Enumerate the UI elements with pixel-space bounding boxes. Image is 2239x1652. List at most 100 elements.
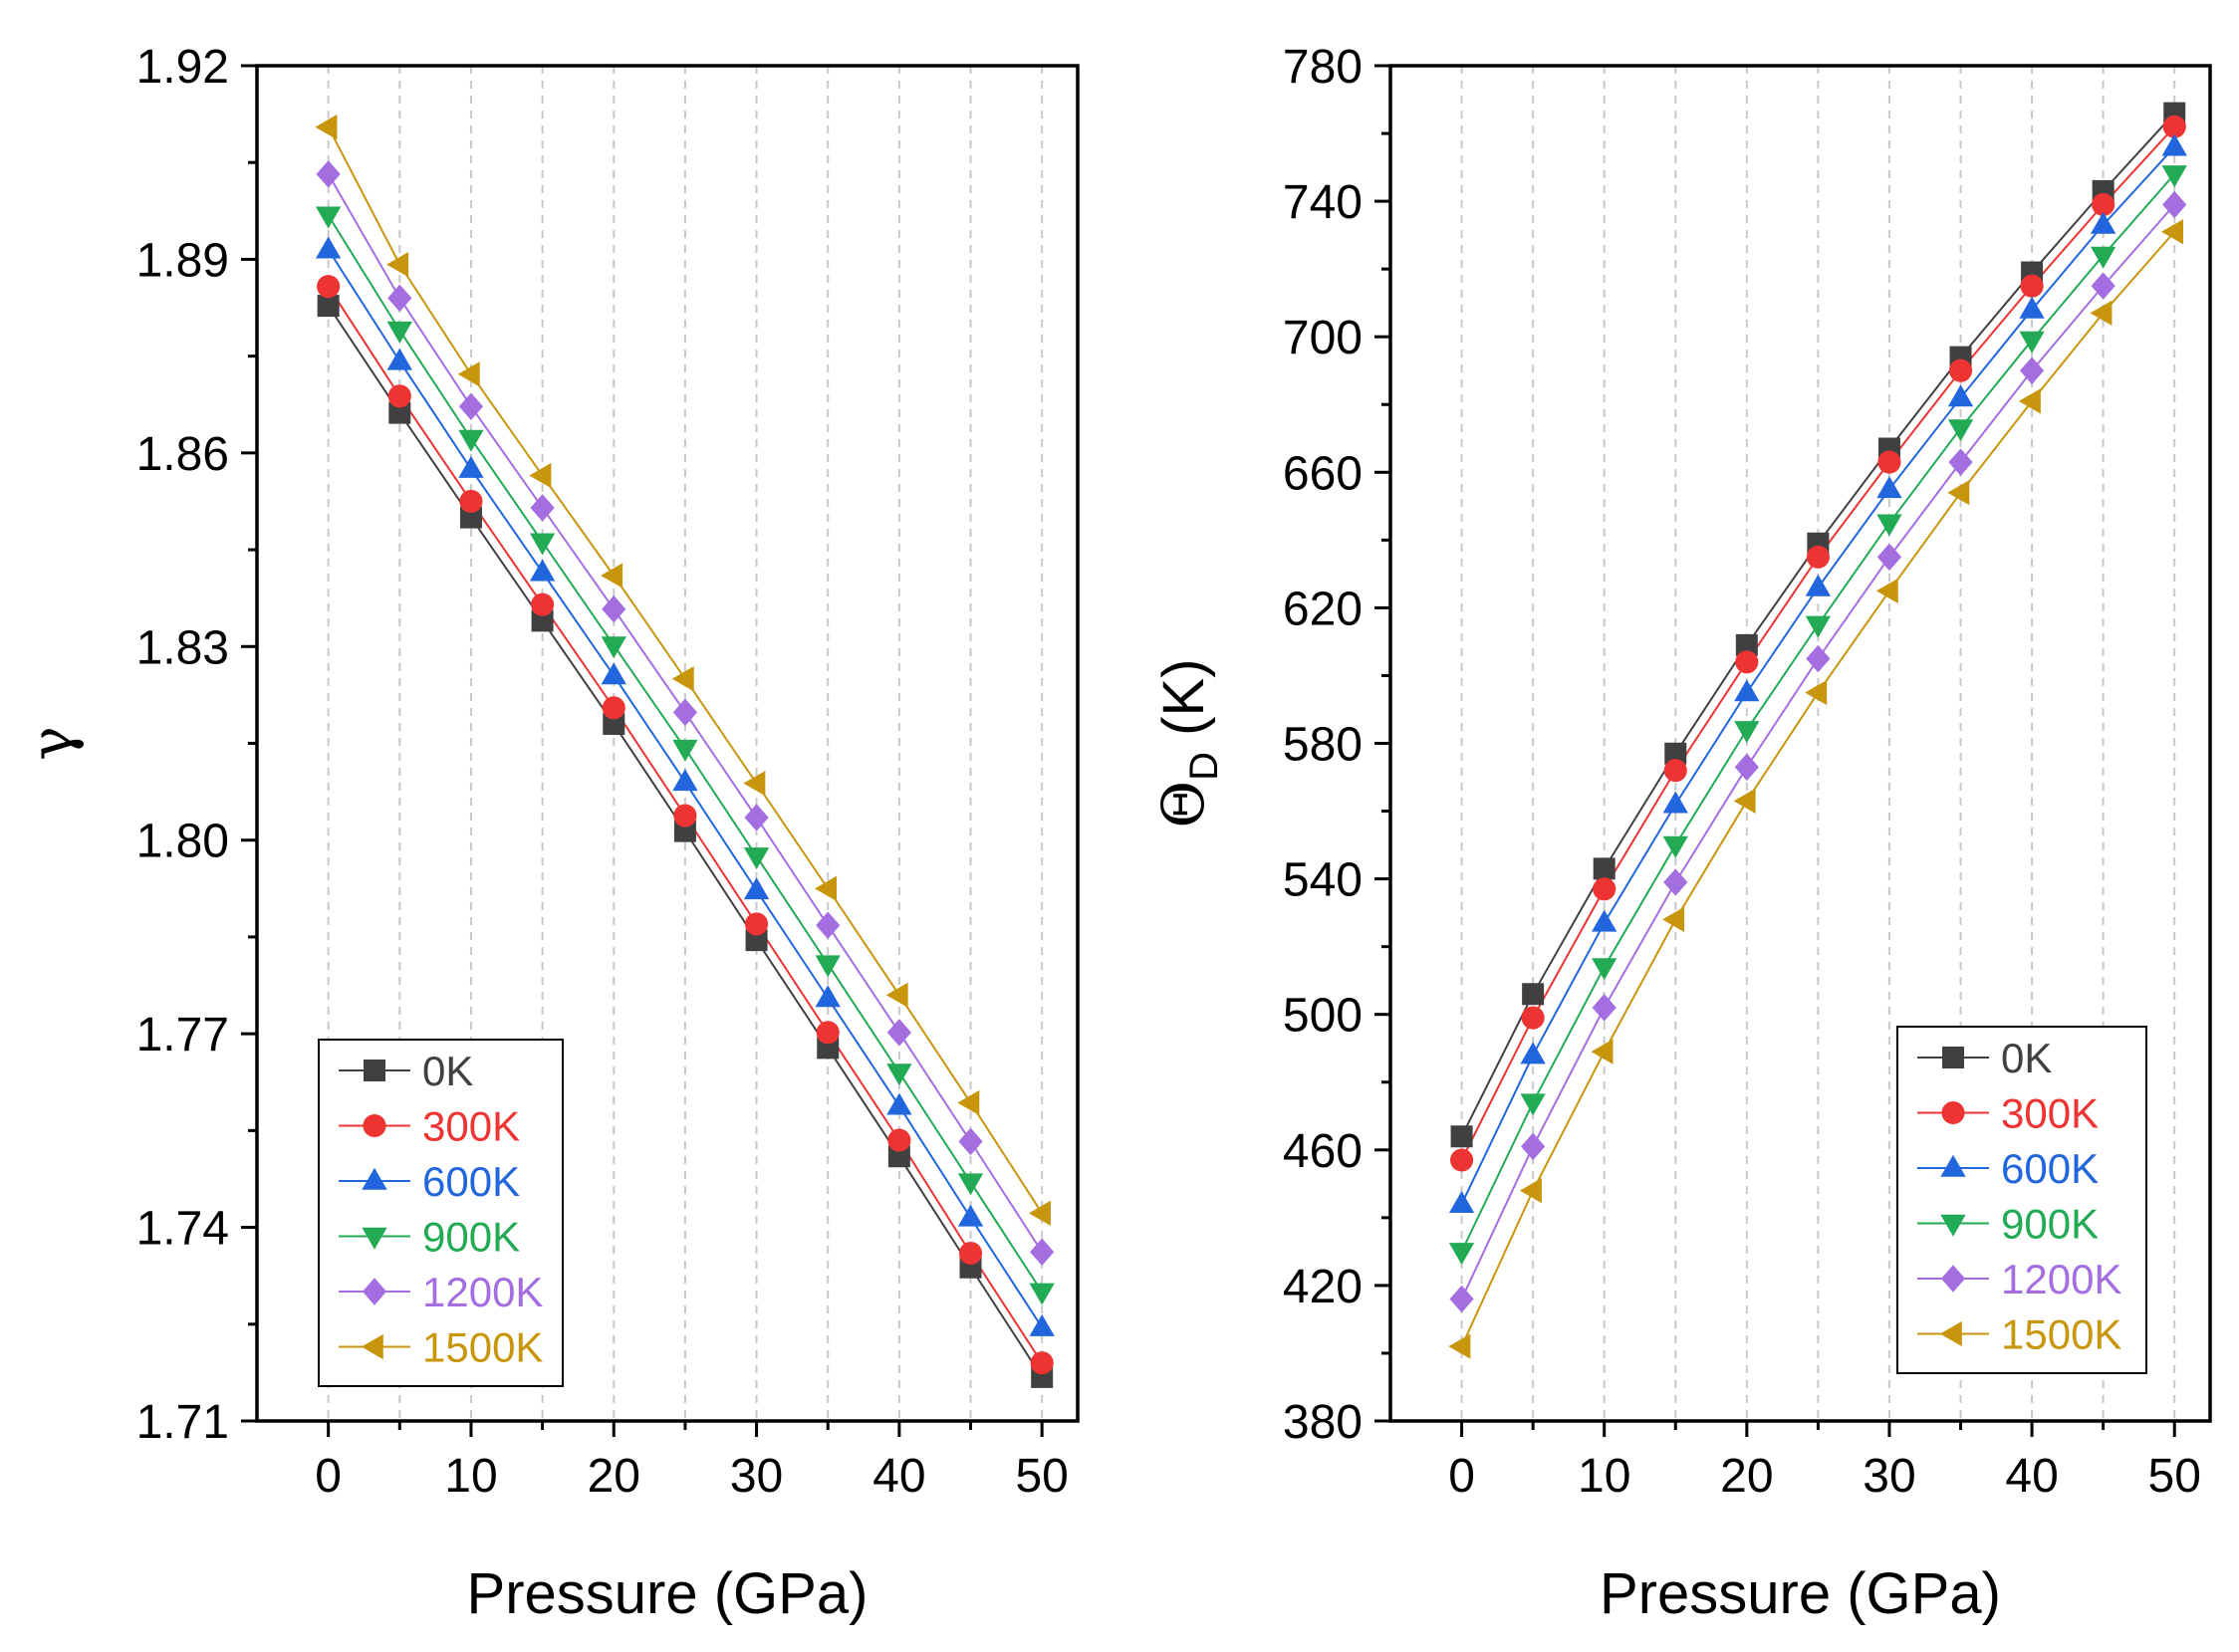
data-point-300K: [2092, 192, 2115, 217]
data-point-0K: [1522, 983, 1545, 1006]
data-point-0K: [388, 401, 411, 424]
data-point-1200K: [1663, 868, 1688, 896]
y-tick-label: 380: [1283, 1396, 1363, 1449]
legend-label: 0K: [422, 1048, 473, 1094]
data-point-600K: [386, 348, 412, 370]
data-point-1200K: [1876, 543, 1902, 572]
data-point-1200K: [458, 392, 484, 420]
y-axis-title-subscript: D: [1182, 752, 1226, 781]
legend-marker-600K: [362, 1167, 387, 1190]
legend-label: 900K: [2001, 1201, 2099, 1248]
y-tick-label: 460: [1283, 1125, 1363, 1178]
y-tick-label: 1.80: [136, 816, 229, 868]
data-point-1200K: [1734, 753, 1759, 782]
data-point-900K: [458, 429, 484, 452]
data-point-300K: [1450, 1148, 1474, 1172]
data-point-300K: [816, 1021, 840, 1045]
legend-marker-900K: [362, 1227, 387, 1250]
debye-temperature-chart-panel: 0 10 20 30 40 50 380 420 460 500 540 580 620 660 700 74…: [1149, 41, 2212, 1626]
data-point-600K: [1592, 909, 1617, 932]
x-tick-label: 40: [2005, 1450, 2058, 1503]
y-tick-label: 1.71: [136, 1396, 229, 1449]
x-tick-label: 0: [1448, 1450, 1475, 1503]
data-point-1200K: [387, 284, 412, 313]
data-point-1500K: [386, 251, 409, 278]
data-point-600K: [1029, 1313, 1055, 1336]
data-point-300K: [602, 696, 625, 720]
y-tick-label: 1.89: [136, 234, 229, 287]
data-point-1500K: [743, 771, 766, 797]
legend-label: 300K: [2001, 1090, 2099, 1137]
gamma-chart-panel: 0 10 20 30 40 50 1.71 1.74 1.77 1.80 1.83 1.86 1.89 1…: [18, 41, 1080, 1626]
data-point-300K: [2020, 274, 2044, 298]
x-tick-label: 20: [1720, 1450, 1773, 1503]
y-tick-label: 420: [1283, 1261, 1363, 1313]
data-point-900K: [743, 847, 770, 870]
y-tick-label: 1.74: [136, 1203, 229, 1256]
data-point-900K: [386, 321, 412, 344]
data-point-900K: [2019, 331, 2045, 354]
data-point-1200K: [672, 698, 698, 727]
data-point-300K: [673, 804, 697, 827]
legend-label: 600K: [422, 1158, 520, 1205]
legend-box: [1896, 1026, 2147, 1374]
data-point-900K: [2091, 246, 2116, 269]
data-point-300K: [317, 275, 341, 299]
y-tick-label: 620: [1283, 583, 1363, 635]
x-axis-title: Pressure (GPa): [1600, 1561, 2001, 1626]
data-point-1500K: [601, 563, 623, 589]
data-point-600K: [1947, 384, 1974, 407]
data-point-1200K: [602, 594, 626, 623]
x-tick-label: 30: [730, 1450, 783, 1503]
x-tick-label: 30: [1863, 1450, 1915, 1503]
data-point-0K: [1593, 857, 1616, 880]
data-point-900K: [1947, 419, 1974, 442]
data-point-1500K: [1662, 906, 1685, 933]
data-point-300K: [1948, 358, 1973, 382]
data-point-1200K: [2019, 356, 2045, 384]
legend-label: 1200K: [2001, 1256, 2121, 1302]
data-point-1500K: [1028, 1200, 1051, 1226]
data-point-600K: [2161, 133, 2187, 156]
data-point-1200K: [958, 1127, 983, 1156]
data-point-900K: [672, 739, 698, 762]
data-point-600K: [1662, 791, 1688, 814]
data-point-600K: [529, 559, 556, 582]
legend-label: 0K: [2001, 1035, 2052, 1081]
y-axis-title-unit: (K): [1151, 659, 1216, 752]
data-point-900K: [529, 533, 556, 556]
y-tick-label: 780: [1283, 41, 1363, 94]
data-point-1500K: [1947, 480, 1970, 506]
data-point-600K: [2019, 296, 2045, 319]
x-tick-label: 40: [872, 1450, 925, 1503]
x-tick-label: 10: [1578, 1450, 1630, 1503]
data-point-900K: [957, 1173, 984, 1196]
data-point-300K: [1030, 1351, 1054, 1375]
legend-label: 600K: [2001, 1145, 2099, 1192]
data-point-1200K: [530, 494, 555, 522]
legend-marker-300K: [1941, 1100, 1965, 1125]
y-tick-label: 1.77: [136, 1009, 229, 1062]
data-point-1200K: [744, 804, 769, 831]
data-point-900K: [1448, 1243, 1475, 1266]
data-point-1200K: [316, 160, 341, 188]
data-point-900K: [1734, 721, 1760, 744]
data-point-300K: [1735, 650, 1759, 674]
data-point-900K: [1876, 514, 1902, 537]
x-tick-label: 20: [588, 1450, 640, 1503]
data-point-300K: [387, 384, 411, 408]
data-point-1500K: [815, 875, 838, 901]
data-point-0K: [1664, 742, 1687, 765]
data-point-300K: [1806, 545, 1830, 569]
y-tick-label: 1.83: [136, 621, 229, 674]
data-point-900K: [1520, 1093, 1546, 1116]
data-point-1200K: [2091, 272, 2115, 300]
data-point-1500K: [2018, 388, 2041, 414]
data-point-1500K: [2090, 300, 2113, 327]
legend-label: 300K: [422, 1103, 520, 1150]
data-point-1200K: [1030, 1238, 1055, 1266]
data-point-900K: [886, 1063, 912, 1086]
legend-marker-0K: [1942, 1047, 1964, 1068]
data-point-300K: [887, 1128, 911, 1152]
data-point-1500K: [529, 462, 552, 489]
